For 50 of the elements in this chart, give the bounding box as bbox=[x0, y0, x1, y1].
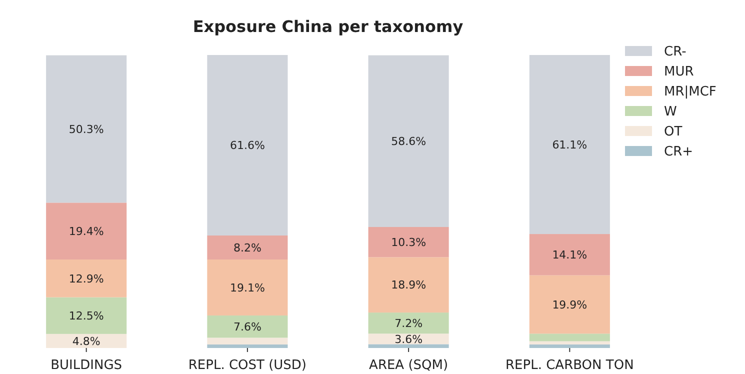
bar bbox=[529, 334, 610, 342]
bar bbox=[529, 275, 610, 334]
bar bbox=[207, 344, 288, 348]
chart-title: Exposure China per taxonomy bbox=[192, 17, 464, 36]
data-label: 7.2% bbox=[394, 316, 423, 330]
bar bbox=[368, 312, 449, 334]
data-label: 19.4% bbox=[68, 224, 104, 238]
legend-label: CR- bbox=[664, 44, 687, 60]
bar bbox=[368, 226, 449, 258]
bar bbox=[529, 55, 610, 234]
x-tick-label: REPL. COST (USD) bbox=[188, 358, 307, 373]
data-label: 4.8% bbox=[72, 334, 100, 348]
bar bbox=[46, 260, 127, 298]
data-label: 14.1% bbox=[552, 248, 588, 262]
bar bbox=[207, 235, 288, 260]
bar bbox=[368, 55, 449, 227]
bar bbox=[207, 260, 288, 316]
data-label: 18.9% bbox=[391, 278, 426, 292]
legend-label: W bbox=[664, 104, 677, 120]
data-label: 58.6% bbox=[391, 134, 426, 148]
legend-label: MUR bbox=[664, 64, 694, 80]
x-tick-label: AREA (SQM) bbox=[369, 358, 448, 373]
data-label: 7.6% bbox=[233, 320, 262, 334]
data-label: 61.6% bbox=[230, 139, 265, 152]
data-label: 8.2% bbox=[233, 241, 262, 254]
x-tick-label: BUILDINGS bbox=[50, 358, 122, 373]
data-label: 61.1% bbox=[552, 138, 588, 152]
data-label: 50.3% bbox=[68, 122, 104, 136]
bar bbox=[46, 334, 127, 348]
bar bbox=[207, 338, 288, 344]
data-label: 12.5% bbox=[68, 309, 104, 322]
bar bbox=[46, 202, 127, 260]
data-label: 3.6% bbox=[394, 332, 423, 346]
bar bbox=[368, 344, 449, 348]
bar bbox=[529, 234, 610, 276]
bar bbox=[529, 344, 610, 348]
legend-label: CR+ bbox=[664, 144, 694, 160]
bar bbox=[46, 55, 127, 203]
bar bbox=[46, 297, 127, 334]
data-label: 19.9% bbox=[552, 298, 588, 312]
data-label: 19.1% bbox=[230, 281, 265, 294]
legend-label: OT bbox=[664, 124, 682, 140]
bar bbox=[529, 341, 610, 344]
bar bbox=[207, 315, 288, 338]
bar bbox=[207, 55, 288, 236]
bar bbox=[368, 257, 449, 313]
data-label: 12.9% bbox=[68, 272, 104, 286]
legend-label: MR|MCF bbox=[664, 84, 716, 100]
data-label: 10.3% bbox=[391, 236, 426, 249]
x-tick-label: REPL. CARBON TON bbox=[506, 358, 634, 373]
